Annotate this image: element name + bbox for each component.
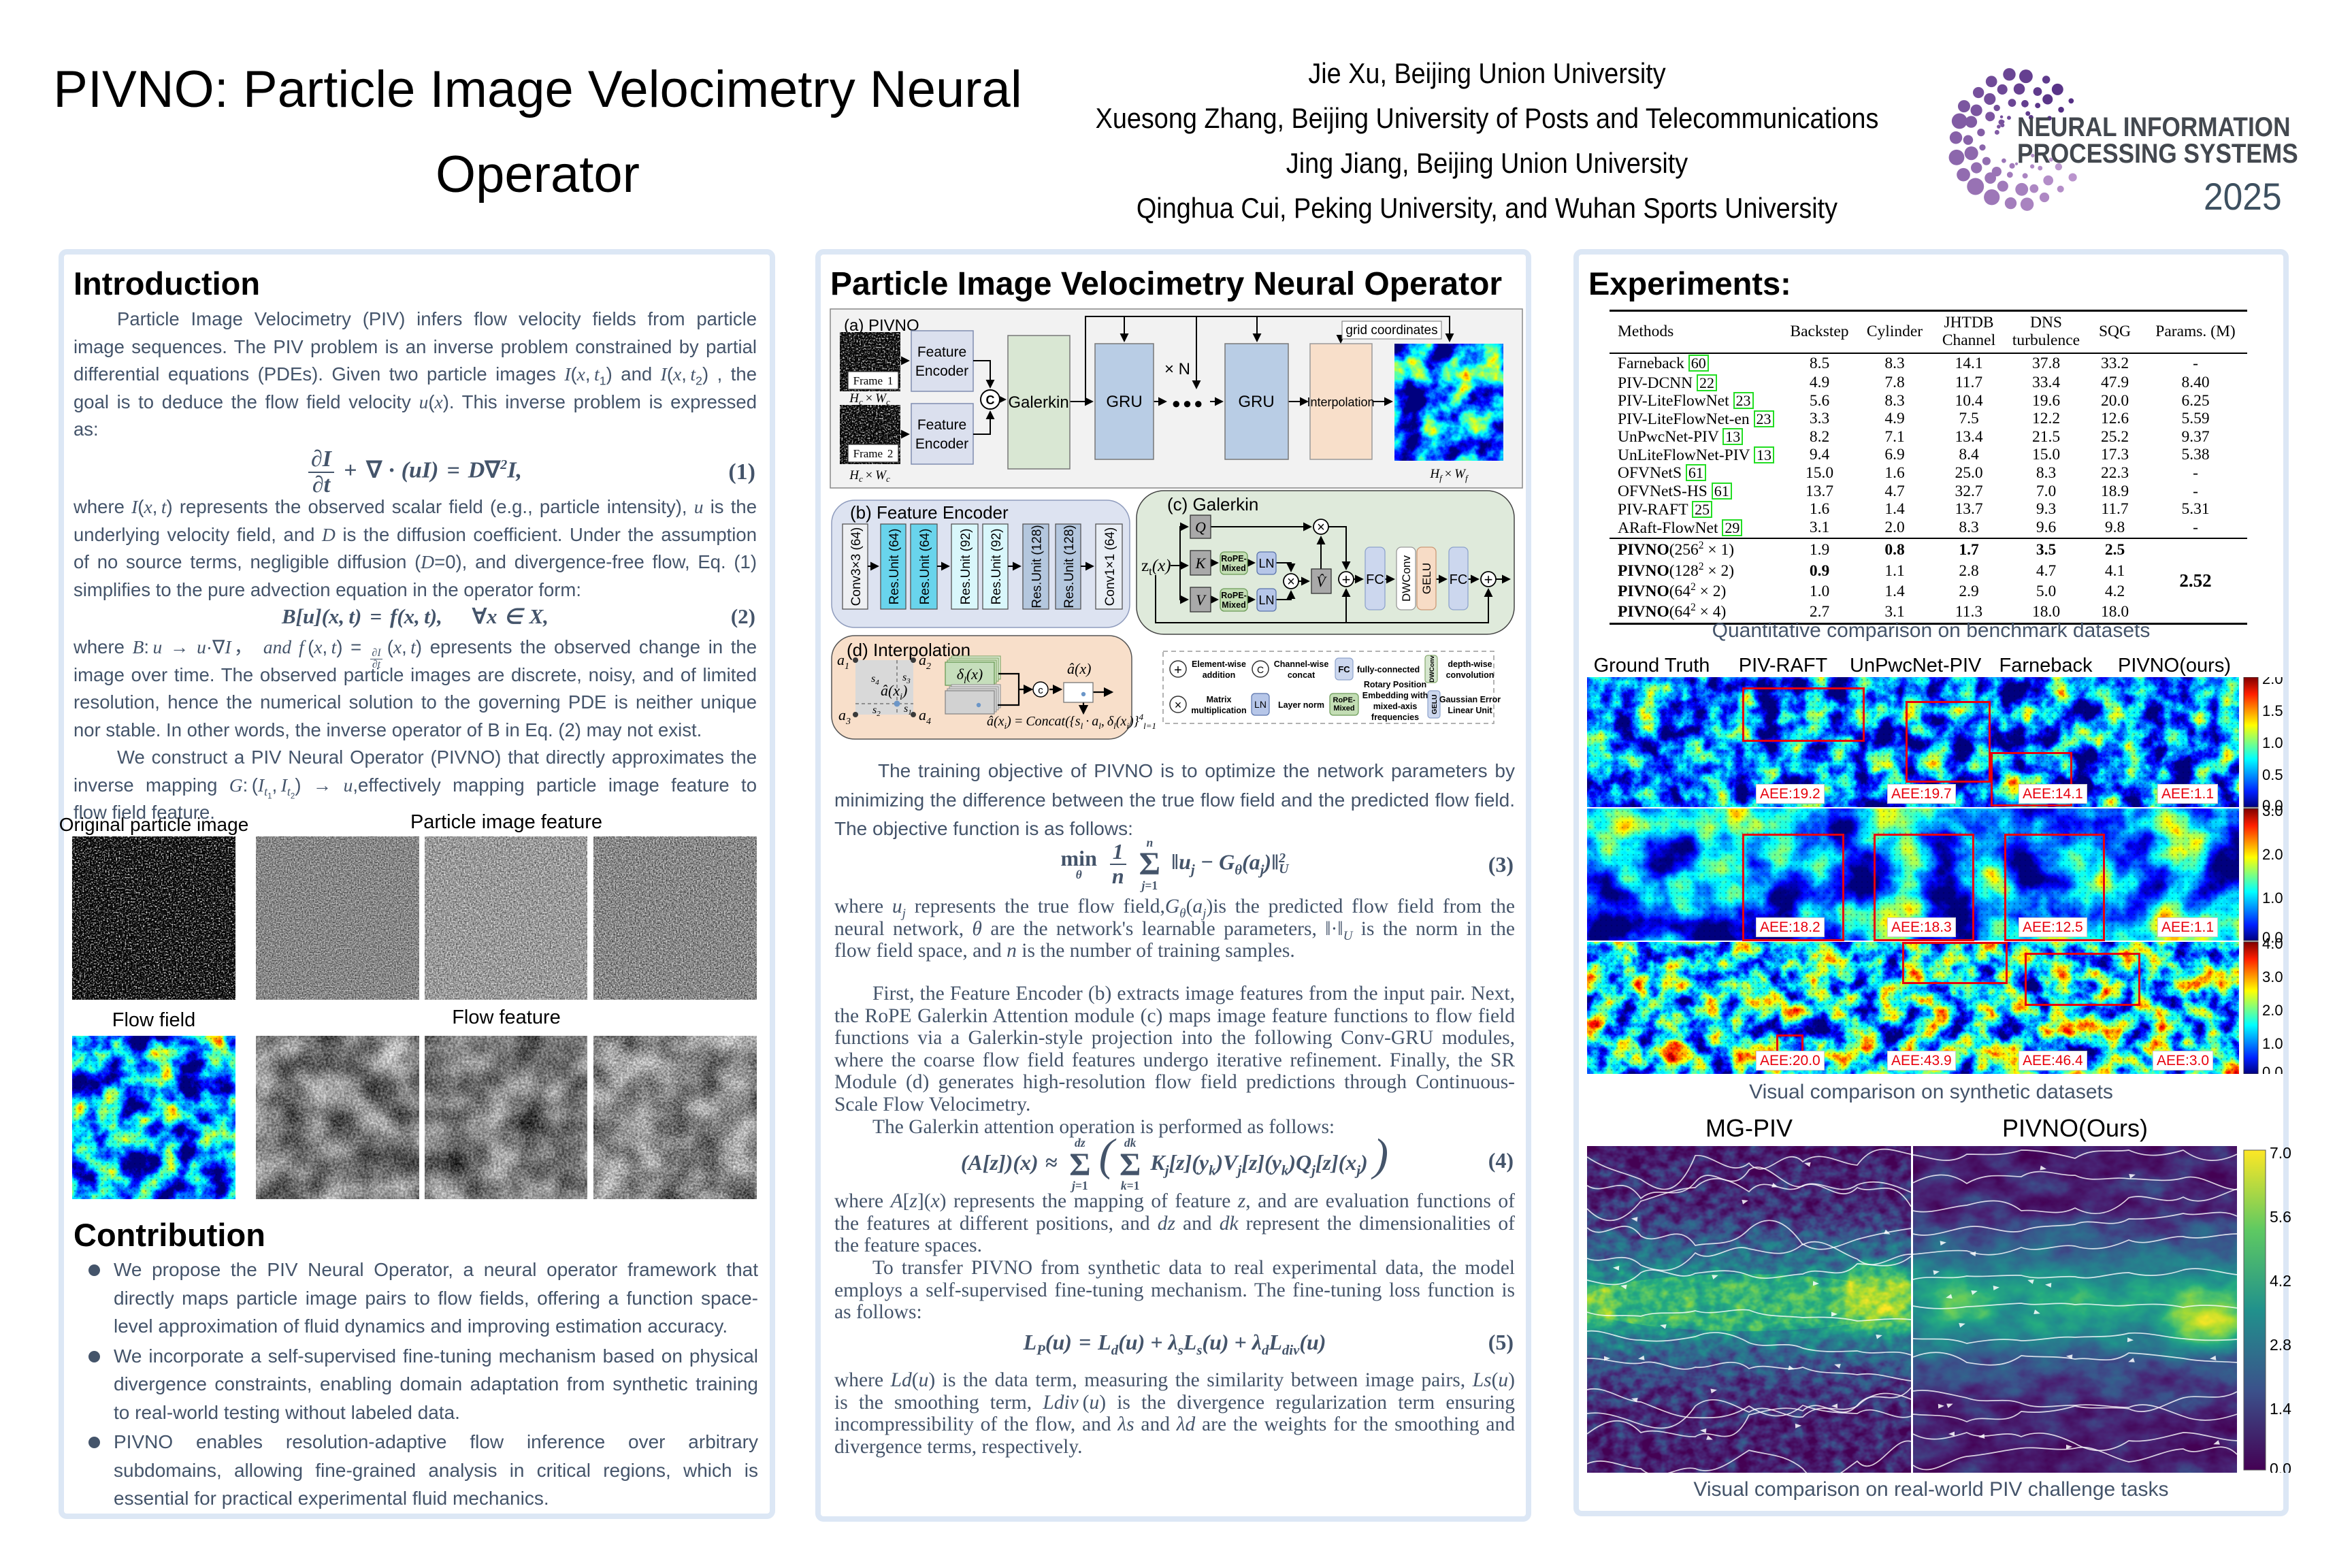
svg-text:2.8: 2.8 xyxy=(2270,1336,2291,1354)
svg-text:4.2: 4.2 xyxy=(2270,1272,2291,1290)
svg-text:(c) Galerkin: (c) Galerkin xyxy=(1167,494,1258,514)
svg-text:LN: LN xyxy=(1254,699,1267,710)
svg-text:Frame 2: Frame 2 xyxy=(853,447,894,460)
svg-text:Feature: Feature xyxy=(917,344,966,360)
svg-text:addition: addition xyxy=(1203,670,1236,680)
svg-text:FC: FC xyxy=(1338,664,1350,674)
svg-text:RoPE-: RoPE- xyxy=(1221,591,1247,600)
svg-text:×: × xyxy=(1317,520,1325,535)
svg-text:Feature: Feature xyxy=(917,417,966,433)
svg-text:Res.Unit (64): Res.Unit (64) xyxy=(887,529,902,605)
svg-text:Conv3×3 (64): Conv3×3 (64) xyxy=(849,527,864,606)
svg-text:Hc × Wc: Hc × Wc xyxy=(849,391,890,407)
svg-text:Q: Q xyxy=(1195,519,1206,536)
svg-text:+: + xyxy=(1484,571,1493,588)
svg-text:0.0: 0.0 xyxy=(2270,1460,2291,1473)
svg-text:Res.Unit (64): Res.Unit (64) xyxy=(918,529,932,605)
svg-text:Encoder: Encoder xyxy=(915,363,968,379)
svg-text:Linear Unit: Linear Unit xyxy=(1448,706,1492,715)
svg-text:2.0: 2.0 xyxy=(2262,1002,2283,1019)
svg-text:1.0: 1.0 xyxy=(2262,1035,2283,1052)
svg-text:Embedding with: Embedding with xyxy=(1362,691,1428,700)
svg-text:Galerkin: Galerkin xyxy=(1008,393,1068,412)
svg-text:multiplication: multiplication xyxy=(1191,706,1246,715)
svg-text:depth-wise: depth-wise xyxy=(1448,659,1492,669)
svg-text:Mixed: Mixed xyxy=(1333,704,1354,713)
svg-text:Res.Unit (128): Res.Unit (128) xyxy=(1062,525,1077,608)
svg-text:5.6: 5.6 xyxy=(2270,1208,2291,1226)
svg-text:GRU: GRU xyxy=(1238,393,1274,411)
svg-text:+: + xyxy=(1174,663,1182,678)
svg-text:convolution: convolution xyxy=(1446,670,1494,680)
svg-text:GELU: GELU xyxy=(1420,563,1433,594)
svg-text:Channel-wise: Channel-wise xyxy=(1274,659,1329,669)
svg-text:DWConv: DWConv xyxy=(1428,655,1436,682)
svg-text:grid coordinates: grid coordinates xyxy=(1345,323,1437,338)
svg-text:LN: LN xyxy=(1258,593,1274,607)
svg-text:3.0: 3.0 xyxy=(2262,802,2283,819)
svg-text:FC: FC xyxy=(1450,572,1468,587)
svg-text:frequencies: frequencies xyxy=(1371,713,1419,722)
svg-text:Hc × Wc: Hc × Wc xyxy=(849,468,890,484)
svg-text:Gaussian Error: Gaussian Error xyxy=(1439,695,1501,704)
svg-text:×: × xyxy=(1287,574,1295,589)
svg-text:Rotary Position: Rotary Position xyxy=(1364,680,1426,689)
svg-text:Mixed: Mixed xyxy=(1222,564,1245,573)
svg-text:GELU: GELU xyxy=(1431,694,1439,714)
svg-text:7.0: 7.0 xyxy=(2270,1146,2291,1162)
svg-text:s1: s1 xyxy=(904,703,912,717)
svg-text:Element-wise: Element-wise xyxy=(1192,659,1246,669)
svg-text:DWConv: DWConv xyxy=(1400,555,1413,602)
svg-text:c: c xyxy=(1038,685,1043,696)
svg-text:â(xi) = Concat({sl · al, δl(x: â(xi) = Concat({sl · al, δl(xi)}4l=1 xyxy=(987,712,1156,731)
svg-text:1.4: 1.4 xyxy=(2270,1400,2291,1418)
svg-text:Mixed: Mixed xyxy=(1222,600,1245,610)
svg-text:K: K xyxy=(1195,555,1207,572)
svg-text:+: + xyxy=(1342,571,1351,588)
svg-text:zt(x): zt(x) xyxy=(1141,557,1171,578)
svg-text:Res.Unit (92): Res.Unit (92) xyxy=(990,529,1004,605)
svg-text:C: C xyxy=(986,393,995,407)
svg-text:V: V xyxy=(1196,591,1207,608)
svg-text:1.0: 1.0 xyxy=(2262,889,2283,906)
svg-text:0.0: 0.0 xyxy=(2262,1064,2283,1074)
svg-text:Layer norm: Layer norm xyxy=(1278,700,1324,710)
svg-text:C: C xyxy=(1257,664,1264,675)
svg-text:V̂: V̂ xyxy=(1316,573,1327,590)
svg-text:●●●: ●●● xyxy=(1172,395,1205,412)
svg-text:0.5: 0.5 xyxy=(2262,766,2283,783)
svg-text:GRU: GRU xyxy=(1106,393,1142,411)
svg-text:×: × xyxy=(1175,698,1182,712)
svg-text:2.0: 2.0 xyxy=(2262,677,2283,687)
svg-text:4.0: 4.0 xyxy=(2262,935,2283,952)
svg-text:Hf × Wf: Hf × Wf xyxy=(1429,467,1469,483)
svg-text:0.0: 0.0 xyxy=(2262,797,2283,814)
svg-text:LN: LN xyxy=(1258,557,1274,570)
svg-text:â(x): â(x) xyxy=(1067,660,1091,677)
svg-text:× N: × N xyxy=(1164,360,1190,378)
svg-text:2.0: 2.0 xyxy=(2262,846,2283,863)
svg-text:mixed-axis: mixed-axis xyxy=(1373,702,1418,711)
svg-text:Frame 1: Frame 1 xyxy=(853,374,894,387)
svg-text:1.0: 1.0 xyxy=(2262,734,2283,751)
svg-text:(b) Feature Encoder: (b) Feature Encoder xyxy=(850,502,1009,523)
svg-text:RoPE-: RoPE- xyxy=(1333,696,1356,704)
svg-text:Res.Unit (128): Res.Unit (128) xyxy=(1030,525,1045,608)
svg-text:FC: FC xyxy=(1366,572,1384,587)
svg-text:Conv1×1 (64): Conv1×1 (64) xyxy=(1103,527,1117,606)
svg-text:Matrix: Matrix xyxy=(1207,695,1232,704)
svg-text:Encoder: Encoder xyxy=(915,436,968,452)
svg-text:(d) Interpolation: (d) Interpolation xyxy=(847,640,970,660)
svg-text:Interpolation: Interpolation xyxy=(1307,395,1374,409)
svg-text:fully-connected: fully-connected xyxy=(1357,665,1420,674)
svg-text:3.0: 3.0 xyxy=(2262,968,2283,985)
svg-text:(a) PIVNO: (a) PIVNO xyxy=(844,316,919,335)
svg-text:Res.Unit (92): Res.Unit (92) xyxy=(959,529,973,605)
svg-text:0.0: 0.0 xyxy=(2262,929,2283,946)
svg-text:RoPE-: RoPE- xyxy=(1221,554,1247,564)
svg-text:concat: concat xyxy=(1288,670,1316,680)
svg-text:1.5: 1.5 xyxy=(2262,702,2283,719)
